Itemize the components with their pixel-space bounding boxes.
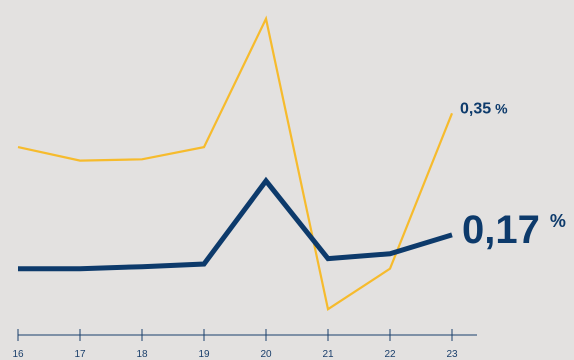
end-label-unit: % — [495, 100, 508, 116]
end-label-value: 0,35% — [460, 100, 508, 117]
x-tick-label: 22 — [384, 349, 396, 360]
x-tick-label: 17 — [74, 349, 86, 360]
series-line-0 — [17, 15, 454, 311]
x-tick-label: 19 — [198, 349, 210, 360]
x-tick-label: 16 — [12, 349, 24, 360]
series-line-1 — [18, 176, 453, 272]
x-tick-label: 23 — [446, 349, 458, 360]
x-tick-label: 20 — [260, 349, 272, 360]
x-tick-label: 21 — [322, 349, 334, 360]
end-label-number: 0,35 — [460, 100, 491, 117]
end-label-value: 0,17% — [462, 208, 566, 252]
end-labels: 0,35 %0,17% — [460, 100, 566, 252]
x-axis: 16 17 18 19 20 21 22 23 — [12, 329, 477, 360]
series-layer — [17, 15, 454, 311]
end-label-unit: % — [550, 211, 566, 231]
end-label-number: 0,17 — [462, 208, 540, 252]
x-tick-label: 18 — [136, 349, 148, 360]
